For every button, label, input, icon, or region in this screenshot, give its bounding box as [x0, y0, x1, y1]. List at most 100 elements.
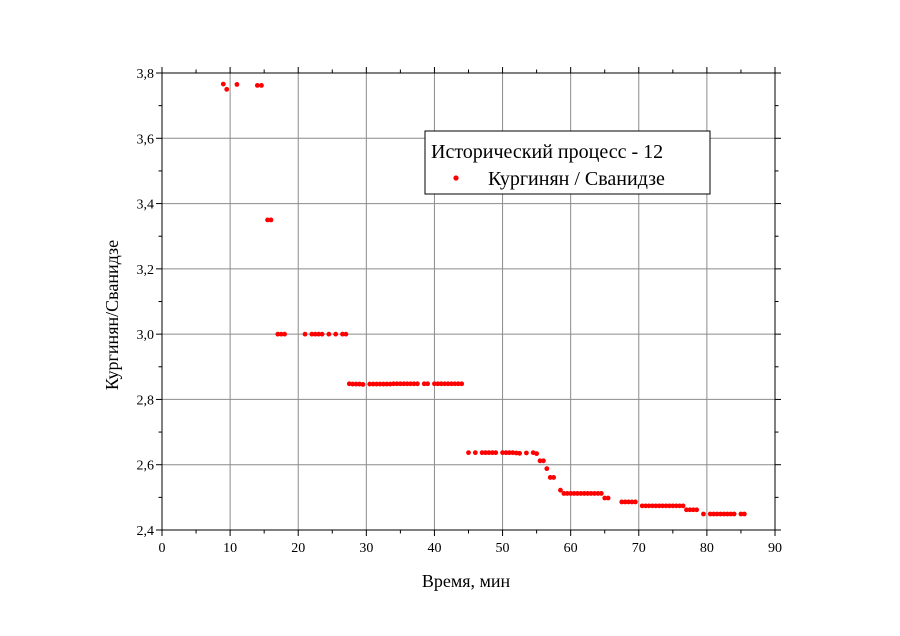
- data-point: [646, 503, 652, 509]
- data-point: [503, 450, 509, 456]
- data-point: [602, 495, 608, 501]
- data-point: [667, 503, 672, 509]
- data-point: [343, 331, 349, 337]
- data-point: [660, 503, 666, 509]
- data-point: [353, 381, 359, 387]
- data-point: [598, 491, 604, 496]
- data-point: [493, 450, 499, 456]
- data-point: [350, 381, 356, 387]
- x-tick-label: 90: [768, 541, 782, 556]
- x-tick-label: 40: [427, 541, 441, 556]
- y-tick-label: 3,8: [137, 67, 155, 82]
- data-point: [687, 507, 693, 513]
- data-point: [721, 511, 727, 517]
- data-point: [455, 381, 461, 387]
- legend-entry: Кургинян / Сванидзе: [488, 168, 665, 190]
- data-point: [275, 331, 281, 337]
- data-point: [425, 381, 431, 387]
- data-point: [309, 331, 315, 337]
- legend: Исторический процесс - 12 Кургинян / Сва…: [424, 130, 711, 195]
- data-point: [259, 83, 264, 88]
- data-point: [411, 381, 417, 387]
- x-tick-label: 60: [564, 541, 578, 556]
- x-tick-label: 10: [223, 541, 237, 556]
- data-point: [639, 503, 645, 509]
- data-point: [466, 450, 471, 456]
- data-point: [581, 491, 587, 496]
- data-point: [629, 499, 635, 505]
- data-point: [459, 381, 465, 387]
- data-point: [408, 381, 414, 387]
- data-point: [632, 499, 638, 505]
- data-point: [438, 381, 444, 387]
- y-tick-label: 3,0: [137, 328, 155, 343]
- x-tick-labels: 0 10 20 30 40 50 60 70 80 90: [159, 541, 783, 556]
- data-point: [585, 491, 591, 496]
- data-point: [738, 511, 744, 517]
- data-point: [663, 503, 669, 509]
- data-point: [718, 511, 723, 517]
- axis-ticks: [156, 67, 781, 536]
- data-point: [397, 381, 403, 387]
- data-point: [694, 507, 700, 513]
- data-point: [326, 331, 332, 337]
- legend-box: [424, 130, 711, 195]
- y-tick-label: 3,2: [137, 263, 155, 278]
- data-point: [551, 475, 557, 480]
- x-axis-title: Время, мин: [422, 571, 511, 591]
- legend-marker: [453, 175, 459, 181]
- x-tick-label: 0: [159, 541, 166, 556]
- data-point: [650, 503, 655, 509]
- data-point: [483, 450, 488, 456]
- data-point: [506, 450, 512, 456]
- data-point: [575, 491, 580, 496]
- data-point: [680, 503, 686, 509]
- data-point: [486, 450, 492, 456]
- data-point: [547, 475, 553, 480]
- data-point: [367, 381, 373, 387]
- data-point: [452, 381, 458, 387]
- data-point: [449, 381, 454, 387]
- data-point: [568, 491, 574, 496]
- data-point: [333, 331, 339, 337]
- data-point: [489, 450, 495, 456]
- data-point: [404, 381, 410, 387]
- data-point: [670, 503, 676, 509]
- data-point: [561, 491, 567, 496]
- data-point: [701, 511, 706, 517]
- data-point: [302, 331, 308, 337]
- data-point: [588, 491, 594, 496]
- data-point: [622, 499, 628, 505]
- data-point: [544, 466, 550, 472]
- data-point: [626, 499, 631, 505]
- data-point: [319, 331, 325, 337]
- data-point: [684, 507, 689, 513]
- y-axis-title: Кургинян/Сванидзе: [102, 240, 122, 390]
- data-point: [374, 381, 379, 387]
- data-point: [578, 491, 584, 496]
- data-point: [724, 511, 730, 517]
- data-point: [571, 491, 577, 496]
- data-point: [523, 450, 529, 456]
- data-point: [312, 331, 318, 337]
- data-point: [619, 499, 625, 505]
- data-point: [380, 381, 386, 387]
- data-point: [731, 511, 737, 517]
- data-point: [479, 450, 485, 456]
- y-tick-label: 3,4: [137, 198, 155, 213]
- data-point: [384, 381, 390, 387]
- y-tick-label: 3,6: [137, 132, 155, 147]
- data-point: [711, 511, 717, 517]
- data-point: [415, 381, 420, 387]
- data-point: [254, 83, 260, 88]
- data-point: [673, 503, 679, 509]
- data-point: [564, 491, 570, 496]
- data-point: [421, 381, 427, 387]
- data-point: [360, 382, 366, 387]
- legend-title: Исторический процесс - 12: [431, 141, 663, 163]
- data-point: [340, 331, 345, 337]
- y-tick-label: 2,8: [137, 393, 155, 408]
- data-point: [394, 381, 400, 387]
